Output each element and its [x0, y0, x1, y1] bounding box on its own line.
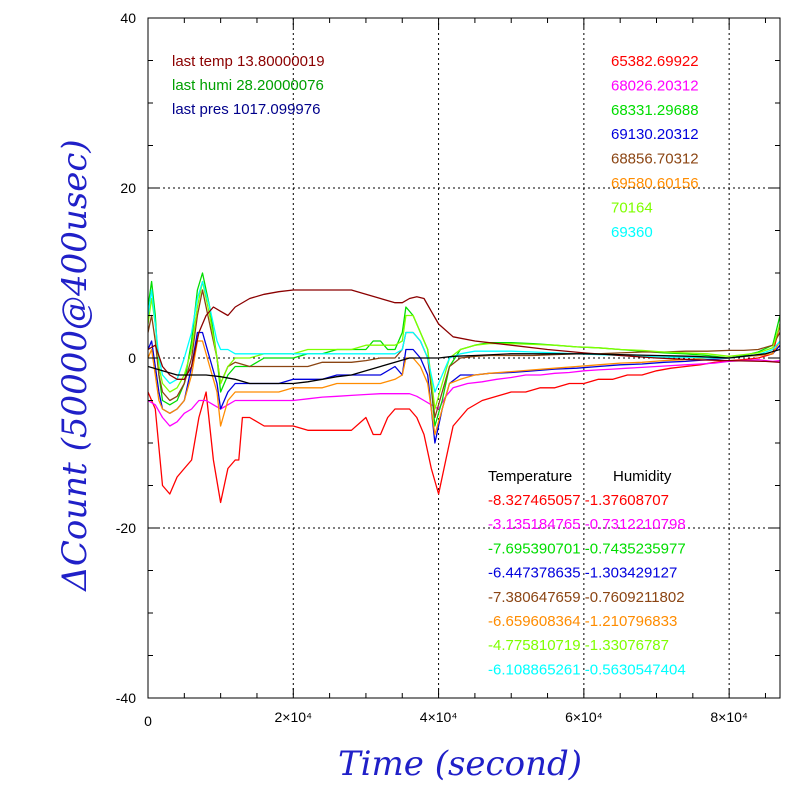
- x-tick-label: 2×10⁴: [275, 709, 313, 725]
- channel-count: 70164: [611, 199, 653, 216]
- environment-line: last temp 13.80000019: [172, 53, 325, 70]
- series-line-9: [148, 289, 780, 380]
- series-line-2: [148, 359, 780, 427]
- channel-count: 69580.60156: [611, 175, 699, 192]
- coefficient-row: -7.695390701 -0.7435235977: [488, 540, 686, 557]
- environment-line: last pres 1017.099976: [172, 101, 320, 118]
- x-tick-label: 4×10⁴: [420, 709, 458, 725]
- coefficient-table: Temperature Humidity -8.327465057 -1.376…: [488, 468, 686, 678]
- channel-count: 68856.70312: [611, 151, 699, 168]
- series-line-10: [148, 348, 780, 385]
- coef-header-humidity: Humidity: [613, 468, 672, 485]
- channel-count: 65382.69922: [611, 53, 699, 70]
- y-tick-labels: 40 20 0 -20 -40: [116, 10, 136, 706]
- coefficient-row: -3.135184765 -0.7312210798: [488, 516, 686, 533]
- coefficient-row: -8.327465057 -1.37608707: [488, 492, 669, 509]
- y-tick-label: -20: [116, 520, 136, 536]
- series-line-4: [148, 331, 780, 444]
- y-tick-label: 40: [120, 10, 136, 26]
- y-axis-title: ΔCount (50000@400usec): [55, 139, 95, 592]
- y-tick-label: 20: [120, 180, 136, 196]
- coef-header-temperature: Temperature: [488, 468, 572, 485]
- ticks: [147, 17, 780, 699]
- series-line-3: [148, 272, 780, 427]
- x-tick-label: 0: [144, 713, 152, 729]
- environment-line: last humi 28.20000076: [172, 77, 324, 94]
- environment-readout: last temp 13.80000019 last humi 28.200000…: [172, 53, 325, 118]
- y-tick-label: 0: [128, 350, 136, 366]
- x-tick-label: 8×10⁴: [710, 709, 748, 725]
- coefficient-row: -6.447378635 -1.303429127: [488, 565, 677, 582]
- series-line-1: [148, 323, 780, 504]
- channel-count: 69360: [611, 224, 653, 241]
- plot-area: [148, 272, 780, 504]
- x-axis-title: Time (second): [338, 744, 582, 784]
- coefficient-row: -7.380647659 -0.7609211802: [488, 589, 685, 606]
- y-tick-label: -40: [116, 690, 136, 706]
- channel-count: 68331.29688: [611, 102, 699, 119]
- series-line-7: [148, 280, 780, 410]
- x-tick-label: 6×10⁴: [565, 709, 603, 725]
- coefficient-row: -4.775810719 -1.33076787: [488, 637, 669, 654]
- channel-count: 68026.20312: [611, 77, 699, 94]
- series-line-5: [148, 289, 780, 419]
- channel-count: 69130.20312: [611, 126, 699, 143]
- x-tick-labels: 0 2×10⁴ 4×10⁴ 6×10⁴ 8×10⁴: [144, 709, 748, 729]
- channel-count-list: 65382.69922 68026.20312 68331.29688 69130.2…: [611, 53, 699, 241]
- coefficient-row: -6.108865261 -0.5630547404: [488, 661, 686, 678]
- coefficient-row: -6.659608364 -1.210796833: [488, 613, 677, 630]
- series-line-6: [148, 340, 780, 436]
